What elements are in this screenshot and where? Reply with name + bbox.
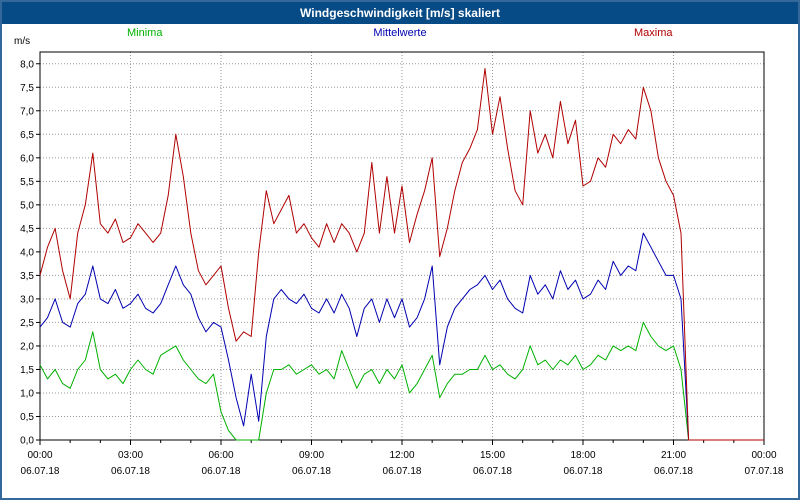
x-date-label: 06.07.18 (383, 466, 422, 477)
y-tick-label: 5,0 (20, 200, 34, 211)
x-date-label: 06.07.18 (202, 466, 241, 477)
y-tick-label: 2,5 (20, 318, 34, 329)
series-maxima (39, 68, 764, 441)
y-tick-label: 7,0 (20, 106, 34, 117)
x-time-label: 03:00 (118, 450, 143, 461)
plot-area (40, 52, 764, 440)
y-tick-label: 2,0 (20, 341, 34, 352)
series-minima (39, 321, 764, 441)
legend-minima: Minima (127, 27, 163, 39)
y-tick-label: 6,5 (20, 130, 34, 141)
x-time-label: 00:00 (751, 450, 776, 461)
chart-legend: Minima Mittelwerte Maxima (2, 27, 798, 43)
y-tick-label: 4,0 (20, 247, 34, 258)
x-time-label: 12:00 (389, 450, 414, 461)
y-tick-label: 3,0 (20, 294, 34, 305)
y-tick-label: 0,5 (20, 412, 34, 423)
y-tick-label: 1,0 (20, 388, 34, 399)
x-time-label: 09:00 (299, 450, 324, 461)
x-time-label: 06:00 (208, 450, 233, 461)
legend-maxima: Maxima (634, 27, 673, 39)
x-date-label: 06.07.18 (21, 466, 60, 477)
legend-mittelwerte: Mittelwerte (373, 27, 427, 39)
x-time-label: 21:00 (661, 450, 686, 461)
y-tick-label: 4,5 (20, 224, 34, 235)
x-date-label: 06.07.18 (654, 466, 693, 477)
window-title: Windgeschwindigkeit [m/s] skaliert (300, 6, 500, 20)
x-date-label: 06.07.18 (111, 466, 150, 477)
x-date-label: 06.07.18 (473, 466, 512, 477)
y-tick-label: 3,5 (20, 271, 34, 282)
wind-speed-chart: 0,0 0,5 1,0 1,5 2,0 2,5 3,0 3,5 4,0 4,5 5,0 5,5 6,0 6… (14, 36, 784, 477)
title-bar: Windgeschwindigkeit [m/s] skaliert (2, 2, 798, 24)
x-time-label: 00:00 (27, 450, 52, 461)
y-tick-label: 7,5 (20, 83, 34, 94)
x-date-label: 06.07.18 (564, 466, 603, 477)
x-time-label: 15:00 (480, 450, 505, 461)
x-date-label: 06.07.18 (292, 466, 331, 477)
y-axis-unit-label: m/s (14, 36, 30, 47)
y-tick-label: 1,5 (20, 365, 34, 376)
y-tick-label: 8,0 (20, 59, 34, 70)
y-tick-label: 6,0 (20, 153, 34, 164)
y-tick-label: 0,0 (20, 436, 34, 447)
series-mittelwerte (39, 232, 764, 441)
y-tick-label: 5,5 (20, 177, 34, 188)
x-time-label: 18:00 (570, 450, 595, 461)
x-date-label: 07.07.18 (745, 466, 784, 477)
